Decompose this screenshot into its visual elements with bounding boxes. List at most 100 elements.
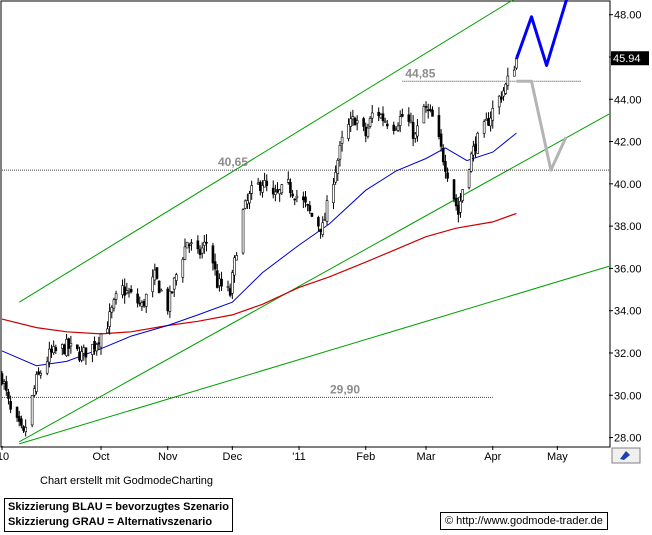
candle-body [395, 128, 397, 129]
corner-button[interactable] [612, 448, 640, 463]
candle-body [492, 108, 494, 120]
y-tick-label: 48.00 [614, 10, 642, 22]
candle-body [477, 133, 479, 153]
y-tick-label: 38.00 [614, 221, 642, 233]
x-tick-label: Dec [223, 451, 243, 463]
candle-body [109, 312, 111, 327]
candle-body [167, 289, 169, 311]
candle-body [152, 277, 154, 292]
candle-body [272, 188, 274, 194]
candle-body [341, 137, 343, 143]
candle-body [363, 119, 365, 127]
level-label: 44,85 [405, 66, 435, 80]
candle-body [505, 84, 507, 93]
candle-body [10, 401, 12, 409]
candle-body [431, 110, 433, 116]
candle-body [141, 303, 143, 307]
candle-body [113, 300, 115, 308]
candle-body [244, 201, 246, 209]
candle-body [487, 119, 489, 126]
candle-body [156, 268, 158, 279]
candle-body [70, 343, 72, 346]
candle-body [160, 290, 162, 291]
x-tick-label: '10 [0, 451, 9, 463]
candle-body [5, 382, 7, 391]
candle-body [115, 294, 117, 300]
candle-body [440, 134, 442, 146]
candle-body [35, 374, 37, 391]
candle-body [218, 279, 220, 286]
candle-body [233, 258, 235, 275]
candle-body [128, 292, 130, 293]
y-tick-label: 34.00 [614, 306, 642, 318]
candle-body [332, 184, 334, 202]
candle-body [184, 247, 186, 260]
chart-credit: Chart erstellt mit GodmodeCharting [40, 475, 213, 487]
candle-body [94, 341, 96, 349]
candle-body [322, 223, 324, 235]
candle-body [55, 347, 57, 350]
candle-body [31, 395, 33, 425]
candle-body [16, 407, 18, 417]
candle-body [111, 307, 113, 312]
candle-body [96, 344, 98, 350]
candle-body [317, 217, 319, 226]
candle-body [279, 190, 281, 194]
candle-body [201, 248, 203, 253]
candle-body [309, 206, 311, 211]
candle-body [227, 286, 229, 287]
candle-body [18, 416, 20, 421]
candle-body [264, 180, 266, 187]
candle-body [287, 179, 289, 182]
y-tick-label: 32.00 [614, 348, 642, 360]
candle-body [154, 270, 156, 280]
candle-body [38, 372, 40, 374]
candle-body [205, 242, 207, 243]
candle-body [399, 117, 401, 126]
source-link[interactable]: © http://www.godmode-trader.de [440, 512, 608, 530]
candle-body [490, 118, 492, 126]
candle-body [175, 275, 177, 281]
x-tick-label: Feb [356, 451, 375, 463]
candle-body [259, 182, 261, 190]
candle-body [1, 374, 3, 384]
candle-body [221, 279, 223, 286]
candle-body [356, 121, 358, 124]
candle-body [106, 329, 108, 333]
candle-body [350, 119, 352, 127]
candle-body [378, 112, 380, 115]
candle-body [311, 213, 313, 216]
candle-body [483, 122, 485, 134]
candle-body [173, 278, 175, 289]
candle-body [169, 291, 171, 311]
candle-body [416, 126, 418, 136]
candle-body [143, 301, 145, 306]
candle-body [412, 122, 414, 138]
candle-body [447, 173, 449, 179]
candle-body [251, 186, 253, 194]
y-tick-label: 28.00 [614, 433, 642, 445]
scenario-legend: Skizzierung BLAU = bevorzugtes Szenario … [4, 498, 233, 532]
candle-body [40, 373, 42, 375]
candle-body [470, 154, 472, 172]
y-tick-label: 40.00 [614, 179, 642, 191]
candle-body [186, 242, 188, 248]
candle-body [302, 197, 304, 200]
x-tick-label: Oct [92, 451, 109, 463]
candle-body [203, 242, 205, 245]
candle-body [66, 339, 68, 355]
candle-body [137, 294, 139, 303]
candle-body [51, 349, 53, 352]
candle-body [503, 91, 505, 96]
candle-body [515, 58, 517, 68]
level-label: 40,65 [218, 155, 248, 169]
level-label: 29,90 [330, 382, 360, 396]
candle-body [76, 345, 78, 349]
candle-body [348, 124, 350, 138]
candle-body [266, 181, 268, 186]
candle-body [365, 127, 367, 136]
candle-body [190, 243, 192, 244]
y-tick-label: 42.00 [614, 137, 642, 149]
candle-body [455, 198, 457, 206]
